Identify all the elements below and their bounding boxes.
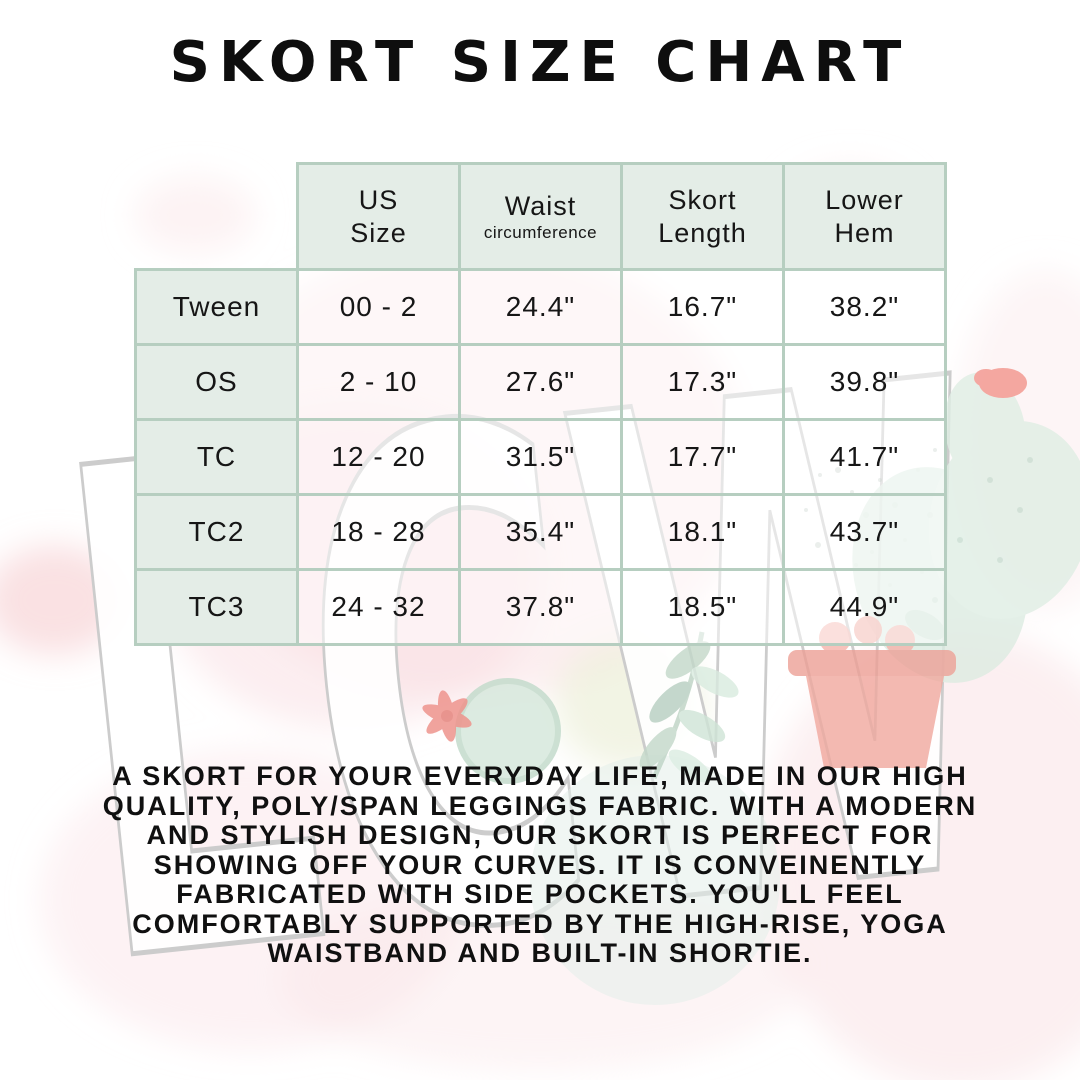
column-header-lower-hem: Lower Hem: [782, 162, 947, 271]
column-header-waist: Waist circumference: [458, 162, 623, 271]
header-line: Hem: [834, 217, 895, 248]
description-line: COMFORTABLY SUPPORTED BY THE HIGH-RISE, …: [132, 908, 948, 939]
size-cell: 24 - 32: [296, 568, 461, 646]
description-line: QUALITY, POLY/SPAN LEGGINGS FABRIC. WITH…: [102, 790, 978, 821]
corner-cell-empty: [136, 164, 298, 270]
size-cell: 00 - 2: [296, 268, 461, 346]
header-line: Skort: [668, 184, 737, 215]
coral-flower-icon: [422, 690, 472, 742]
size-cell: 18 - 28: [296, 493, 461, 571]
header-line: Waist: [504, 190, 577, 221]
row-label: TC3: [134, 568, 299, 646]
size-cell: 31.5": [458, 418, 623, 496]
header-line: Size: [350, 217, 407, 248]
description-line: A SKORT FOR YOUR EVERYDAY LIFE, MADE IN …: [112, 761, 968, 791]
product-description: A SKORT FOR YOUR EVERYDAY LIFE, MADE IN …: [0, 761, 1080, 969]
column-header-us-size: US Size: [296, 162, 461, 271]
size-cell: 18.5": [620, 568, 785, 646]
table-row: TC2 18 - 28 35.4" 18.1" 43.7": [134, 493, 947, 571]
size-cell: 37.8": [458, 568, 623, 646]
size-cell: 24.4": [458, 268, 623, 346]
size-cell: 16.7": [620, 268, 785, 346]
size-cell: 17.3": [620, 343, 785, 421]
header-line: Lower: [825, 184, 904, 215]
size-cell: 35.4": [458, 493, 623, 571]
table-row: OS 2 - 10 27.6" 17.3" 39.8": [134, 343, 947, 421]
table-header-row: US Size Waist circumference Skort Length…: [136, 162, 947, 271]
size-cell: 18.1": [620, 493, 785, 571]
size-cell: 38.2": [782, 268, 947, 346]
description-line: AND STYLISH DESIGN, OUR SKORT IS PERFECT…: [146, 820, 934, 850]
header-line: circumference: [483, 222, 598, 242]
size-cell: 27.6": [458, 343, 623, 421]
row-label: TC: [134, 418, 299, 496]
description-line: FABRICATED WITH SIDE POCKETS. YOU'LL FEE…: [176, 879, 904, 909]
table-row: Tween 00 - 2 24.4" 16.7" 38.2": [134, 268, 947, 346]
row-label: OS: [134, 343, 299, 421]
page-title: SKORT SIZE CHART: [169, 30, 911, 95]
size-cell: 2 - 10: [296, 343, 461, 421]
table-row: TC 12 - 20 31.5" 17.7" 41.7": [134, 418, 947, 496]
size-cell: 39.8": [782, 343, 947, 421]
description-line: WAISTBAND AND BUILT-IN SHORTIE.: [267, 938, 813, 968]
size-cell: 41.7": [782, 418, 947, 496]
table-row: TC3 24 - 32 37.8" 18.5" 44.9": [134, 568, 947, 646]
header-line: US: [358, 184, 399, 215]
size-cell: 12 - 20: [296, 418, 461, 496]
header-line: Length: [658, 217, 747, 248]
size-cell: 43.7": [782, 493, 947, 571]
size-cell: 44.9": [782, 568, 947, 646]
column-header-skort-length: Skort Length: [620, 162, 785, 271]
row-label: Tween: [134, 268, 299, 346]
row-label: TC2: [134, 493, 299, 571]
size-cell: 17.7": [620, 418, 785, 496]
description-line: SHOWING OFF YOUR CURVES. IT IS CONVEINEN…: [153, 849, 927, 880]
size-table: US Size Waist circumference Skort Length…: [134, 162, 947, 646]
